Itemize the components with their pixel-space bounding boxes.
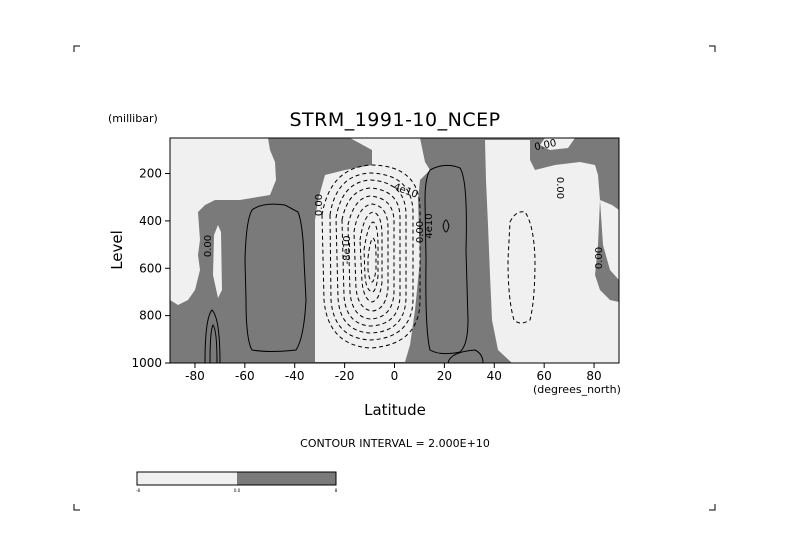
contour-interval-text: CONTOUR INTERVAL = 2.000E+10 — [300, 437, 490, 450]
negative-contours — [321, 164, 536, 349]
contour-label-4e10: 4e10 — [424, 213, 435, 238]
x-tick-label: 60 — [537, 369, 552, 383]
y-tick-label: 400 — [139, 214, 162, 228]
colorbar-positive-swatch — [237, 472, 336, 485]
x-axis-label: Latitude — [364, 401, 426, 419]
contour-label-zero-3: 0.00 — [415, 221, 426, 243]
contour-label-zero-1: 0.00 — [203, 235, 214, 257]
colorbar-label-min: -8 — [136, 488, 140, 493]
x-tick-label: -20 — [335, 369, 355, 383]
y-tick-label: 800 — [139, 309, 162, 323]
contour-labels: 0.00 0.00 0.00 0.00 0.00 0.00 -4e10 -8e1… — [203, 138, 605, 269]
contour-label-zero-5: 0.00 — [554, 177, 565, 199]
colorbar: -8 0.0 8 — [136, 471, 338, 493]
x-tick-label: 20 — [437, 369, 452, 383]
y-tick-label: 600 — [139, 261, 162, 275]
y-tick-label: 1000 — [131, 356, 162, 370]
positive-contours — [204, 164, 484, 364]
negative-region-shading — [170, 138, 619, 363]
contour-label-zero-4: 0.00 — [533, 138, 557, 153]
chart-title: STRM_1991-10_NCEP — [289, 109, 500, 131]
contour-label-zero-2: 0.00 — [314, 194, 325, 216]
x-tick-label: 40 — [487, 369, 502, 383]
y-axis: 1000 800 600 400 200 — [131, 167, 170, 370]
y-axis-label: Level — [108, 230, 126, 270]
x-tick-label: -60 — [235, 369, 255, 383]
x-axis: -80 -60 -40 -20 0 20 40 60 80 — [185, 363, 602, 383]
y-axis-unit: (millibar) — [108, 112, 158, 125]
colorbar-label-zero: 0.0 — [234, 488, 241, 493]
plot-area: 0.00 0.00 0.00 0.00 0.00 0.00 -4e10 -8e1… — [169, 137, 620, 364]
contour-label-zero-6: 0.00 — [594, 247, 605, 269]
colorbar-label-max: 8 — [335, 488, 338, 493]
y-tick-label: 200 — [139, 167, 162, 181]
x-tick-label: 0 — [391, 369, 399, 383]
colorbar-negative-swatch — [137, 472, 237, 485]
x-tick-label: 80 — [586, 369, 601, 383]
contour-label-minus-8e10: -8e10 — [342, 236, 353, 265]
x-axis-unit: (degrees_north) — [533, 383, 621, 396]
crop-marks — [73, 45, 716, 511]
x-tick-label: -80 — [185, 369, 205, 383]
x-tick-label: -40 — [285, 369, 305, 383]
colorbar-frame — [136, 471, 337, 486]
